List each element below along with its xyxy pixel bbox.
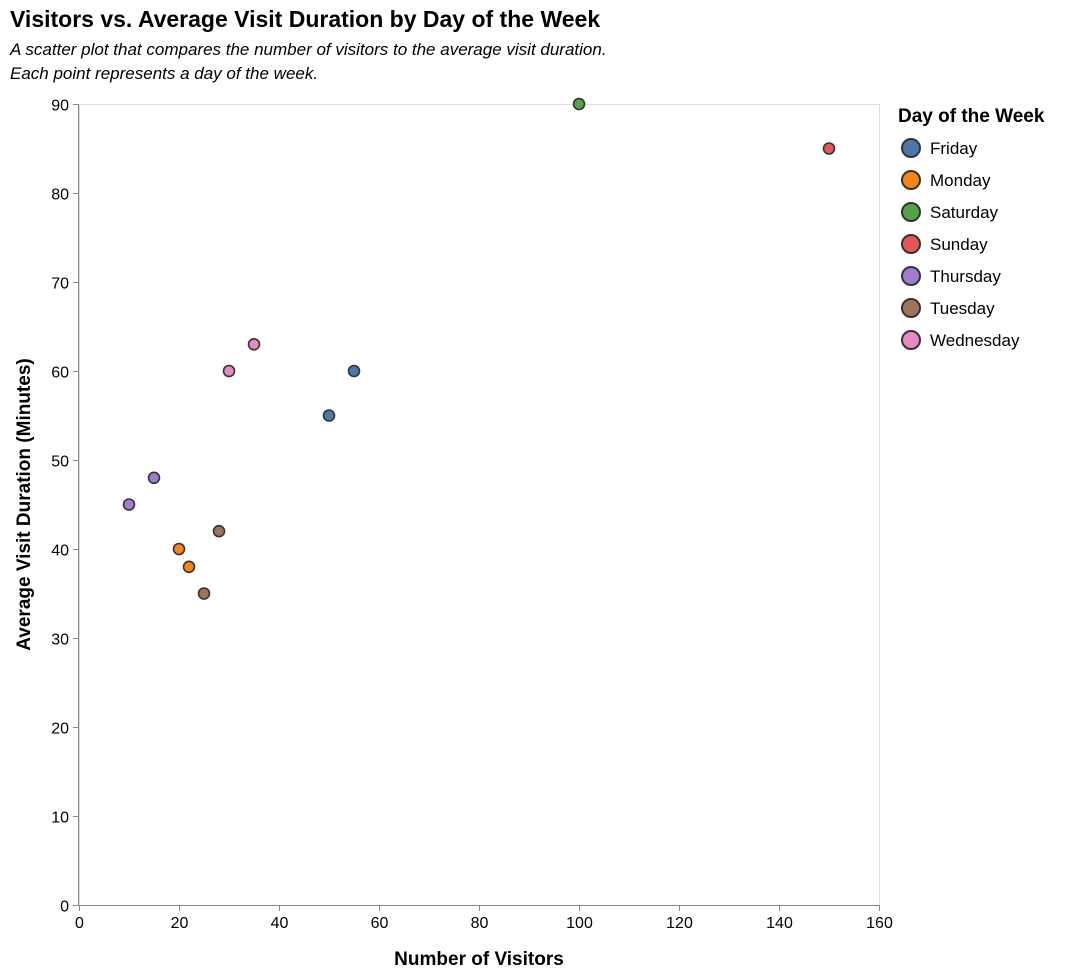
data-point-wednesday xyxy=(222,364,236,378)
chart-subtitle-line-1: A scatter plot that compares the number … xyxy=(10,40,607,59)
data-point-friday xyxy=(322,409,336,422)
legend-item-friday: Friday xyxy=(901,138,978,158)
x-tick-label: 60 xyxy=(371,915,389,932)
data-point-thursday xyxy=(147,471,161,485)
legend-item-thursday: Thursday xyxy=(901,266,1001,286)
legend-swatch xyxy=(901,234,921,254)
y-tick-label: 50 xyxy=(51,454,69,471)
y-tick-label: 30 xyxy=(51,632,69,649)
x-tick-label: 100 xyxy=(566,915,593,932)
legend-label: Friday xyxy=(930,139,978,158)
y-tick-label: 90 xyxy=(51,98,69,115)
y-axis: 0 10 20 30 40 50 60 70 80 90 xyxy=(51,98,79,916)
y-tick-label: 70 xyxy=(51,276,69,293)
legend-item-monday: Monday xyxy=(901,170,991,190)
legend-label: Sunday xyxy=(930,235,988,254)
legend-item-sunday: Sunday xyxy=(901,234,988,254)
legend-item-tuesday: Tuesday xyxy=(901,298,995,318)
legend: Day of the Week Friday Monday Saturday Sund… xyxy=(898,106,1045,350)
data-point-saturday xyxy=(572,97,586,111)
y-tick-label: 20 xyxy=(51,721,69,738)
data-point-friday xyxy=(347,364,361,378)
data-points xyxy=(122,97,836,600)
chart-title: Visitors vs. Average Visit Duration by D… xyxy=(10,6,601,32)
legend-label: Thursday xyxy=(930,267,1001,286)
y-axis-title: Average Visit Duration (Minutes) xyxy=(14,358,35,650)
plot-area xyxy=(79,104,880,906)
legend-swatch xyxy=(901,138,921,158)
data-point-monday xyxy=(172,542,186,556)
legend-label: Wednesday xyxy=(930,331,1020,350)
x-tick-label: 140 xyxy=(766,915,793,932)
x-tick-label: 160 xyxy=(866,915,893,932)
y-tick-label: 10 xyxy=(51,810,69,827)
y-tick-label: 80 xyxy=(51,187,69,204)
legend-label: Saturday xyxy=(930,203,999,222)
x-axis: 0 20 40 60 80 100 120 140 160 xyxy=(75,905,893,932)
x-tick-label: 40 xyxy=(271,915,289,932)
data-point-wednesday xyxy=(247,337,261,351)
legend-label: Monday xyxy=(930,171,991,190)
y-tick-label: 0 xyxy=(60,899,69,916)
legend-item-wednesday: Wednesday xyxy=(901,330,1020,350)
legend-swatch xyxy=(901,298,921,318)
x-axis-title: Number of Visitors xyxy=(394,949,564,970)
x-tick-label: 20 xyxy=(171,915,189,932)
legend-swatch xyxy=(901,202,921,222)
chart-subtitle-line-2: Each point represents a day of the week. xyxy=(10,64,319,83)
legend-swatch xyxy=(901,170,921,190)
legend-swatch xyxy=(901,330,921,350)
data-point-tuesday xyxy=(197,587,211,600)
y-tick-label: 40 xyxy=(51,543,69,560)
data-point-tuesday xyxy=(212,524,226,538)
data-point-monday xyxy=(182,560,196,574)
y-tick-label: 60 xyxy=(51,365,69,382)
x-tick-label: 120 xyxy=(666,915,693,932)
x-tick-label: 0 xyxy=(75,915,84,932)
data-point-sunday xyxy=(822,142,836,155)
legend-item-saturday: Saturday xyxy=(901,202,999,222)
legend-swatch xyxy=(901,266,921,286)
plot-border xyxy=(79,104,880,906)
data-point-thursday xyxy=(122,498,136,511)
x-tick-label: 80 xyxy=(471,915,489,932)
legend-title: Day of the Week xyxy=(898,106,1045,127)
legend-label: Tuesday xyxy=(930,299,995,318)
